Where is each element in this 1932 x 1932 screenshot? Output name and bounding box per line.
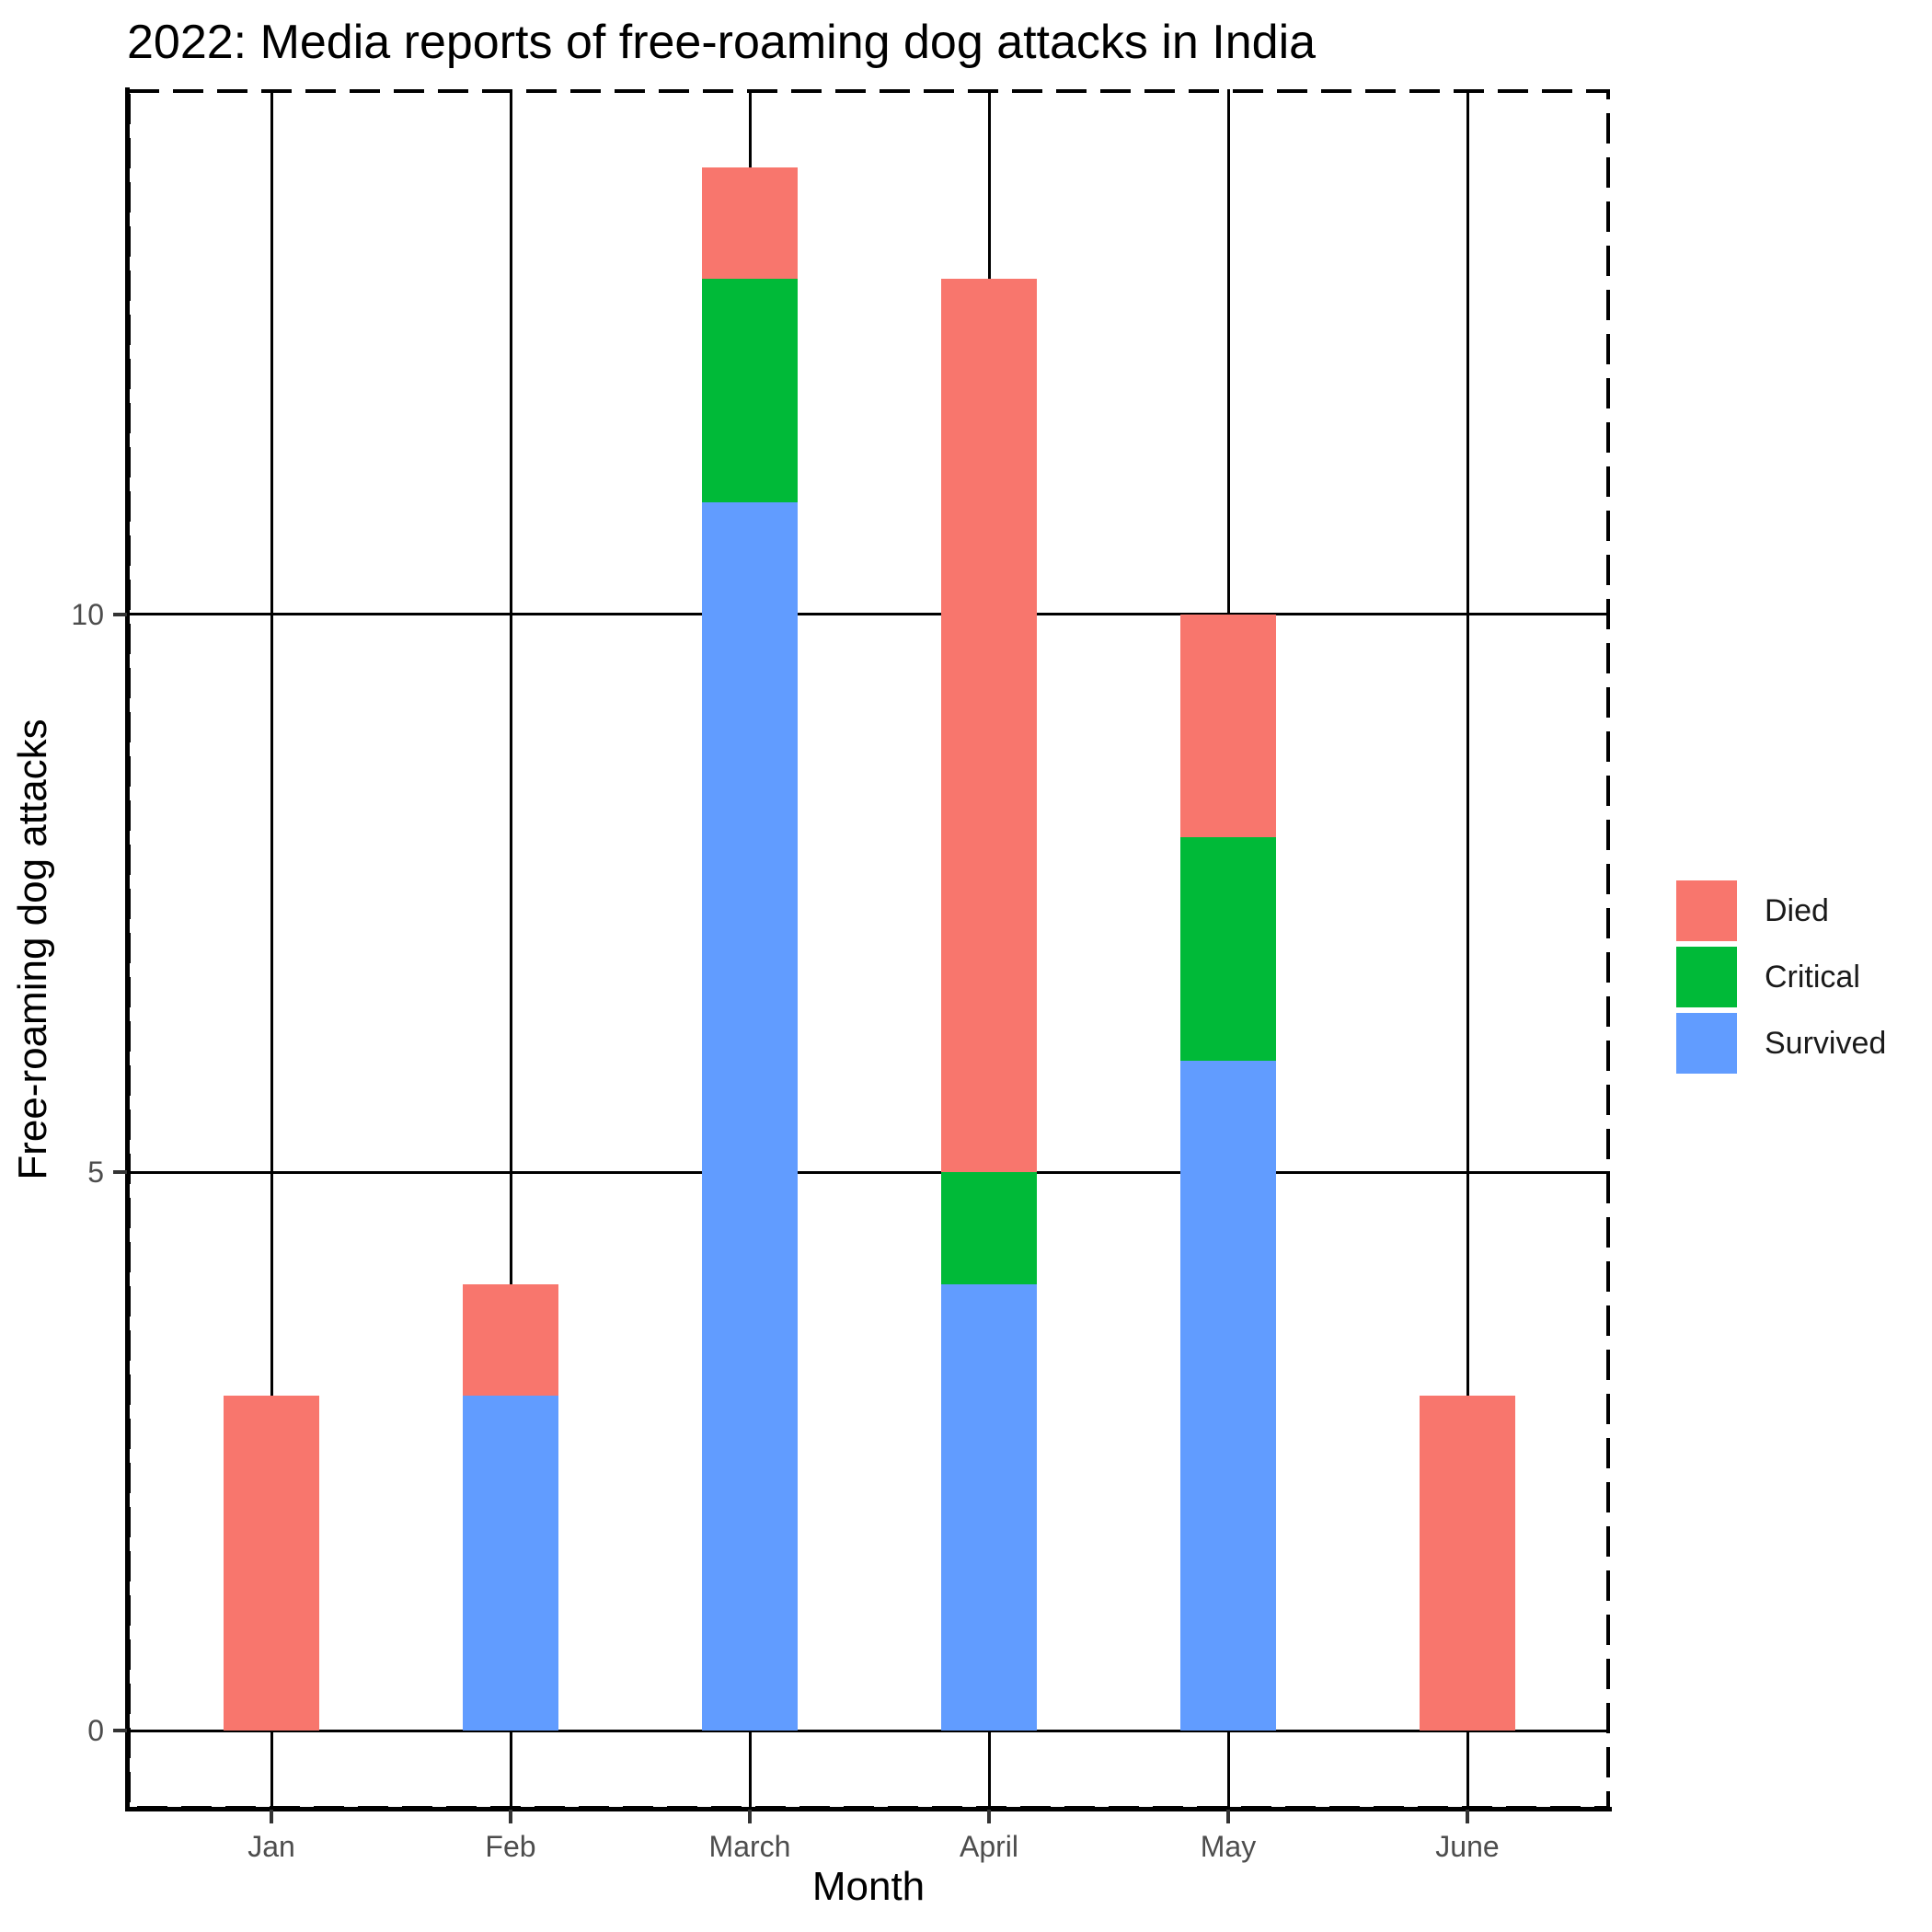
x-tick-mark-may (1226, 1810, 1230, 1823)
legend-item-survived: Survived (1676, 1013, 1886, 1074)
legend-item-critical: Critical (1676, 947, 1886, 1007)
y-axis-title: Free-roaming dog attacks (10, 719, 55, 1180)
bar-segment-april-survived (941, 1283, 1037, 1731)
x-tick-mark-june (1466, 1810, 1469, 1823)
bar-segment-april-died (941, 279, 1037, 1173)
panel-border-rect (127, 89, 1610, 1810)
legend-key-critical-swatch (1676, 947, 1737, 1007)
legend-label-critical: Critical (1765, 959, 1860, 995)
bar-segment-may-died (1180, 614, 1276, 838)
x-tick-label-march: March (708, 1830, 791, 1863)
panel-border (127, 89, 1610, 1810)
chart-title: 2022: Media reports of free-roaming dog … (127, 16, 1317, 69)
bar-segment-may-critical (1180, 837, 1276, 1061)
legend-key-died-swatch (1676, 880, 1737, 941)
bar-segment-jan-died (224, 1395, 319, 1731)
bar-segment-april-critical (941, 1172, 1037, 1284)
bar-segment-june-died (1420, 1395, 1515, 1731)
y-tick-mark-0 (113, 1729, 127, 1732)
bar-segment-feb-survived (463, 1395, 558, 1731)
plot-panel: 0 5 10 Jan Feb March April May June (71, 87, 1612, 1863)
y-tick-label-5: 5 (87, 1156, 104, 1190)
x-tick-label-feb: Feb (485, 1830, 536, 1863)
horizontal-gridline-5 (127, 1170, 1610, 1174)
bar-segment-march-survived (702, 502, 798, 1731)
legend-key-survived-swatch (1676, 1013, 1737, 1074)
x-tick-mark-feb (509, 1810, 512, 1823)
x-axis-line (125, 1807, 1612, 1811)
legend: Died Critical Survived (1676, 880, 1886, 1079)
y-tick-label-10: 10 (71, 597, 104, 631)
y-tick-mark-10 (113, 612, 127, 616)
legend-label-died: Died (1765, 892, 1829, 928)
legend-item-died: Died (1676, 880, 1886, 941)
bar-segment-march-died (702, 167, 798, 280)
x-tick-mark-jan (270, 1810, 273, 1823)
horizontal-gridline-0 (127, 1729, 1610, 1732)
y-tick-label-0: 0 (87, 1714, 104, 1747)
bar-segment-march-critical (702, 279, 798, 503)
x-axis-title: Month (811, 1864, 926, 1909)
x-tick-label-jan: Jan (247, 1830, 295, 1863)
x-tick-label-may: May (1200, 1830, 1257, 1863)
x-tick-mark-april (987, 1810, 991, 1823)
legend-label-survived: Survived (1765, 1025, 1887, 1061)
horizontal-gridline-10 (127, 613, 1610, 615)
bar-segment-feb-died (463, 1283, 558, 1396)
y-tick-mark-5 (113, 1170, 127, 1175)
x-tick-mark-march (748, 1810, 752, 1823)
y-axis-line (125, 87, 130, 1811)
x-tick-label-april: April (959, 1830, 1018, 1863)
x-tick-label-june: June (1435, 1830, 1500, 1863)
bar-segment-may-survived (1180, 1060, 1276, 1731)
